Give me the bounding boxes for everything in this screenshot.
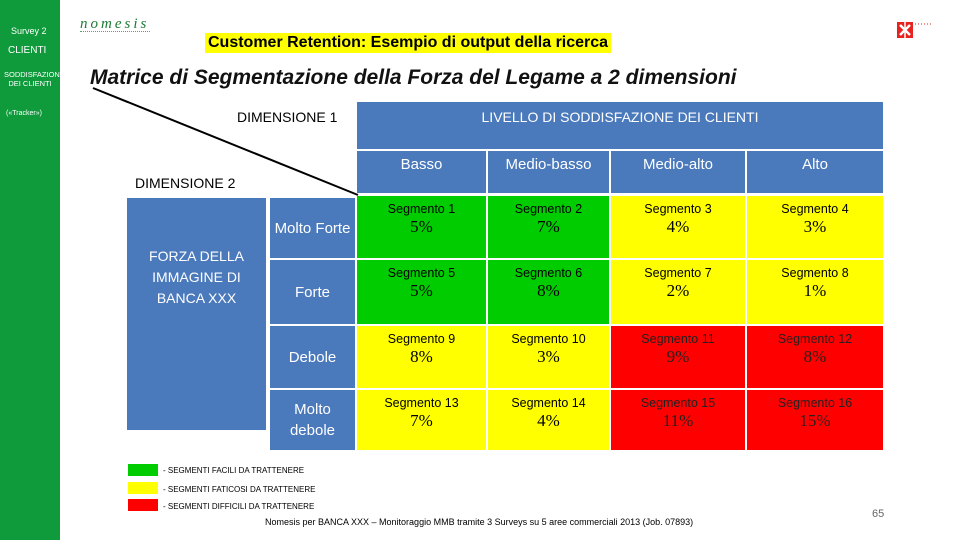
segment-label: Segmento 8 [781, 266, 849, 280]
segment-value: 3% [537, 347, 560, 366]
brand-logo-icon [897, 22, 933, 38]
segment-label: Segmento 3 [644, 202, 712, 216]
segment-value: 4% [537, 411, 560, 430]
segment-value: 8% [410, 347, 433, 366]
segment-label: Segmento 12 [777, 332, 853, 346]
page-title: Customer Retention: Esempio di output de… [205, 33, 612, 53]
matrix-cell-segment-15: Segmento 15 11% [611, 390, 745, 450]
row-label-molto-debole: Molto debole [270, 390, 355, 450]
matrix-cell-segment-16: Segmento 16 15% [747, 390, 883, 450]
segment-value: 4% [666, 217, 690, 236]
segment-value: 7% [537, 217, 560, 236]
matrix-cell-segment-4: Segmento 4 3% [747, 196, 883, 258]
matrix-cell-segment-9: Segmento 9 8% [357, 326, 486, 388]
segment-label: Segmento 15 [640, 396, 716, 410]
segment-label: Segmento 2 [514, 202, 583, 216]
matrix-cell-segment-3: Segmento 3 4% [611, 196, 745, 258]
dimension-1-label: DIMENSIONE 1 [237, 109, 338, 125]
logo-tagline [80, 31, 150, 33]
legend-label-easy: - SEGMENTI FACILI DA TRATTENERE [163, 466, 305, 475]
matrix-cell-segment-14: Segmento 14 4% [488, 390, 609, 450]
row-label-molto-forte: Molto Forte [270, 198, 355, 258]
segment-value: 9% [666, 347, 690, 366]
segment-label: Segmento 4 [781, 202, 849, 216]
legend-swatch-green [128, 464, 158, 476]
segment-label: Segmento 11 [641, 332, 715, 346]
segment-label: Segmento 16 [777, 396, 853, 410]
segment-value: 8% [537, 281, 560, 300]
legend-label-effortful: - SEGMENTI FATICOSI DA TRATTENERE [163, 485, 316, 494]
sidebar-section-label: CLIENTI [8, 45, 47, 56]
segment-label: Segmento 13 [384, 396, 459, 410]
segment-value: 8% [803, 347, 827, 366]
segment-label: Segmento 6 [514, 266, 583, 280]
main-heading: Matrice di Segmentazione della Forza del… [90, 66, 737, 89]
column-header-basso: Basso [357, 151, 486, 193]
matrix-cell-segment-6: Segmento 6 8% [488, 260, 609, 324]
segment-label: Segmento 14 [511, 396, 586, 410]
matrix-cell-segment-11: Segmento 11 9% [611, 326, 745, 388]
matrix-cell-segment-12: Segmento 12 8% [747, 326, 883, 388]
matrix-cell-segment-1: Segmento 1 5% [357, 196, 486, 258]
diagonal-divider [92, 87, 359, 196]
segment-value: 15% [799, 411, 831, 430]
dimension-2-title: FORZA DELLA IMMAGINE DI BANCA XXX [149, 248, 244, 306]
row-label-forte: Forte [270, 260, 355, 324]
sidebar-survey-label: Survey 2 [11, 26, 47, 36]
matrix-cell-segment-2: Segmento 2 7% [488, 196, 609, 258]
matrix-cell-segment-8: Segmento 8 1% [747, 260, 883, 324]
column-header-medio-alto: Medio-alto [611, 151, 745, 193]
dimension-2-label: DIMENSIONE 2 [135, 175, 236, 191]
matrix-cell-segment-13: Segmento 13 7% [357, 390, 486, 450]
segment-value: 5% [410, 281, 433, 300]
segment-value: 11% [662, 411, 694, 430]
sidebar-note-label: («Tracker») [6, 110, 42, 117]
matrix-cell-segment-7: Segmento 7 2% [611, 260, 745, 324]
dimension-1-header [357, 102, 883, 149]
column-header-alto: Alto [747, 151, 883, 193]
segment-label: Segmento 7 [644, 266, 712, 280]
dimension-1-title: LIVELLO DI SODDISFAZIONE DEI CLIENTI [481, 109, 759, 125]
column-header-medio-basso: Medio-basso [488, 151, 609, 193]
sidebar-subsection-label: SODDISFAZIONE DEI CLIENTI [4, 70, 65, 88]
segment-label: Segmento 1 [387, 202, 456, 216]
segment-label: Segmento 5 [387, 266, 456, 280]
segment-value: 2% [666, 281, 690, 300]
matrix-cell-segment-5: Segmento 5 5% [357, 260, 486, 324]
legend-label-difficult: - SEGMENTI DIFFICILI DA TRATTENERE [163, 502, 315, 511]
footer-source: Nomesis per BANCA XXX – Monitoraggio MMB… [265, 517, 694, 527]
segment-value: 1% [803, 281, 827, 300]
segment-value: 7% [410, 411, 433, 430]
nomesis-logo: nomesis [80, 16, 150, 32]
segment-label: Segmento 9 [387, 332, 456, 346]
segment-label: Segmento 10 [511, 332, 586, 346]
segment-value: 5% [410, 217, 433, 236]
legend-swatch-red [128, 499, 158, 511]
legend-swatch-yellow [128, 482, 158, 494]
segment-value: 3% [803, 217, 827, 236]
page-number: 65 [872, 508, 885, 520]
dimension-2-header [127, 198, 266, 430]
row-label-debole: Debole [270, 326, 355, 388]
sidebar [0, 0, 60, 540]
matrix-cell-segment-10: Segmento 10 3% [488, 326, 609, 388]
